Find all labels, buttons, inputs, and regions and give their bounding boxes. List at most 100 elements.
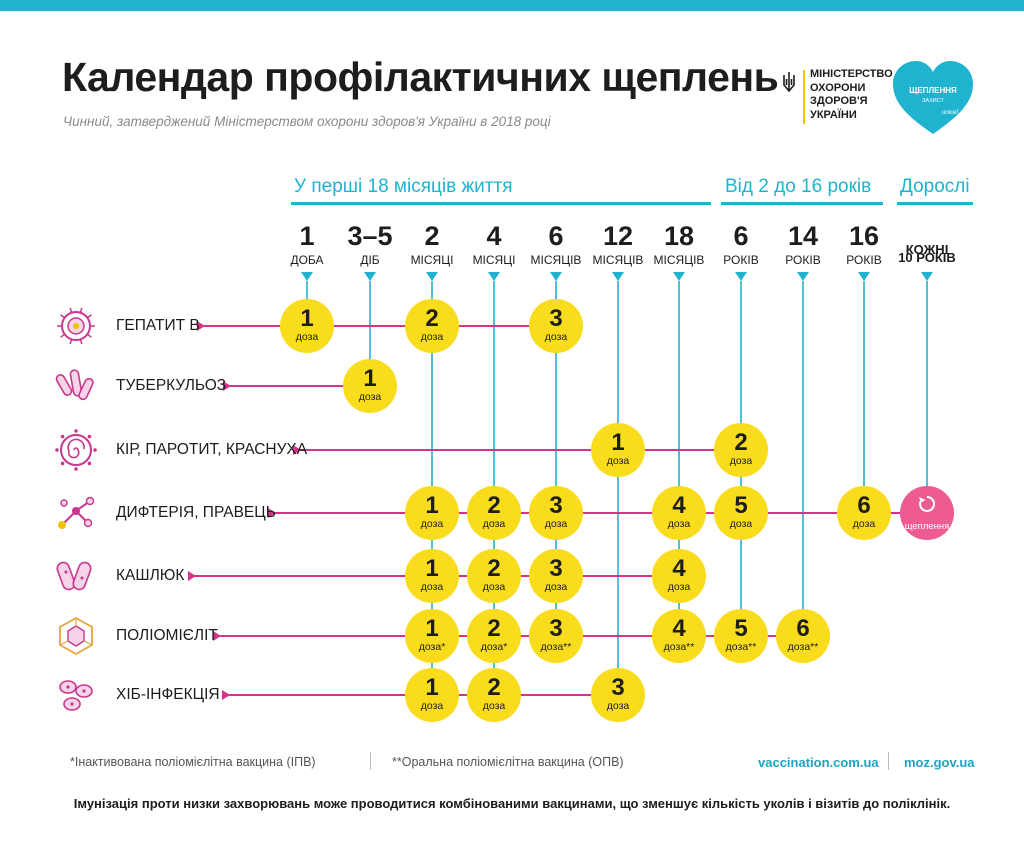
dose-label: доза <box>544 581 568 593</box>
dose-number: 1 <box>425 674 439 701</box>
dose-label: доза <box>420 331 444 343</box>
timeline-start-arrow-icon <box>222 690 230 700</box>
dose-label: доза <box>667 581 691 593</box>
dose-label: доза <box>420 700 444 712</box>
booster-circle: щеплення <box>900 486 954 540</box>
dose-circle: 6 доза <box>837 486 891 540</box>
dose-label: доза <box>606 455 630 467</box>
top-accent-bar <box>0 0 1024 11</box>
link-vaccination[interactable]: vaccination.com.ua <box>758 755 879 770</box>
dose-number: 2 <box>487 555 501 582</box>
dose-label: доза <box>295 331 319 343</box>
dose-number: 2 <box>487 674 501 701</box>
dose-number: 3 <box>549 615 563 642</box>
dose-number: 5 <box>734 615 748 642</box>
dose-circle: 1 доза <box>405 668 459 722</box>
dose-number: 1 <box>300 305 314 332</box>
age-number: 18 <box>663 221 695 251</box>
period-underline-3 <box>897 202 973 205</box>
dose-label: доза <box>667 518 691 530</box>
age-unit: МІСЯЦІВ <box>653 253 705 267</box>
period-underline-2 <box>721 202 883 205</box>
ministry-divider <box>803 70 805 124</box>
dose-number: 2 <box>425 305 439 332</box>
period-underline-1 <box>291 202 711 205</box>
dose-circle: 2 доза* <box>467 609 521 663</box>
repeat-icon <box>919 495 936 512</box>
age-marker-icon <box>301 272 313 281</box>
age-marker-icon <box>612 272 624 281</box>
disease-name: ПОЛІОМІЄЛІТ <box>116 627 218 644</box>
age-unit: РОКІВ <box>785 253 821 267</box>
disease-name: КІР, ПАРОТИТ, КРАСНУХА <box>116 441 308 458</box>
booster-label: щеплення <box>904 521 950 532</box>
dose-circle: 4 доза <box>652 549 706 603</box>
link-moz[interactable]: moz.gov.ua <box>904 755 975 770</box>
dose-number: 1 <box>611 429 625 456</box>
dose-circle: 2 доза <box>405 299 459 353</box>
dose-number: 1 <box>425 492 439 519</box>
age-marker-icon <box>426 272 438 281</box>
age-marker-icon <box>550 272 562 281</box>
dose-circle: 1 доза* <box>405 609 459 663</box>
page-title: Календар профілактичних щеплень <box>62 54 779 100</box>
dose-circle: 3 доза <box>529 299 583 353</box>
dose-number: 5 <box>734 492 748 519</box>
dose-circle: 1 доза <box>343 359 397 413</box>
disease-name: КАШЛЮК <box>116 567 185 584</box>
heart-icon <box>893 61 973 134</box>
dose-number: 3 <box>549 305 563 332</box>
dose-number: 4 <box>672 555 686 582</box>
disease-name: ДИФТЕРІЯ, ПРАВЕЦЬ <box>116 504 276 521</box>
dose-label: доза <box>358 391 382 403</box>
dose-label: доза <box>729 518 753 530</box>
age-unit: МІСЯЦІ <box>410 253 454 267</box>
age-number: 14 <box>787 221 819 251</box>
age-unit: РОКІВ <box>723 253 759 267</box>
dose-circle: 4 доза <box>652 486 706 540</box>
period-label-3: Дорослі <box>900 176 970 197</box>
dose-number: 4 <box>672 615 686 642</box>
polyhedron-virus-icon <box>59 616 93 656</box>
dose-label: доза** <box>663 641 695 653</box>
dose-label: доза <box>544 331 568 343</box>
spiral-virus-icon <box>55 429 97 471</box>
page-subtitle: Чинний, затверджений Міністерством охоро… <box>63 114 551 129</box>
dose-number: 4 <box>672 492 686 519</box>
period-label-1: У перші 18 місяців життя <box>294 176 513 197</box>
dose-label: доза <box>482 518 506 530</box>
rod-bacteria-icon <box>56 561 92 591</box>
badge-subtitle: ЗАХИСТ <box>922 98 944 104</box>
age-number: 6 <box>548 221 564 251</box>
dose-label: доза <box>482 700 506 712</box>
dose-label: доза <box>852 518 876 530</box>
vaccination-badge: ЩЕПЛЕННЯ ЗАХИСТ unicef <box>890 58 976 138</box>
timeline-start-arrow-icon <box>293 445 301 455</box>
dose-circle: 5 доза <box>714 486 768 540</box>
bacilli-icon <box>55 369 94 401</box>
dose-label: доза <box>544 518 568 530</box>
dose-circle: 3 доза** <box>529 609 583 663</box>
ministry-logo: МІНІСТЕРСТВО ОХОРОНИ ЗДОРОВ'Я УКРАЇНИ <box>782 68 893 128</box>
footnote-ipv: *Інактивована поліомієлітна вакцина (ІПВ… <box>70 755 316 769</box>
dose-label: доза** <box>725 641 757 653</box>
age-unit: МІСЯЦІВ <box>592 253 644 267</box>
age-unit: ДІБ <box>360 253 380 267</box>
dose-circle: 1 доза <box>405 549 459 603</box>
dose-circle: 2 доза <box>467 668 521 722</box>
dose-number: 2 <box>734 429 748 456</box>
dose-label: доза <box>420 518 444 530</box>
dose-number: 3 <box>549 492 563 519</box>
dose-label: доза* <box>418 641 446 653</box>
dose-number: 3 <box>611 674 625 701</box>
dose-circle: 2 доза <box>467 486 521 540</box>
age-marker-icon <box>858 272 870 281</box>
age-marker-icon <box>921 272 933 281</box>
dose-number: 3 <box>549 555 563 582</box>
dose-label: доза** <box>540 641 572 653</box>
period-label-2: Від 2 до 16 років <box>725 176 872 197</box>
disease-name: ХІБ-ІНФЕКЦІЯ <box>116 686 220 703</box>
timeline-start-arrow-icon <box>223 381 231 391</box>
ministry-name: МІНІСТЕРСТВО ОХОРОНИ ЗДОРОВ'Я УКРАЇНИ <box>810 68 893 121</box>
footnote-divider <box>370 752 371 770</box>
